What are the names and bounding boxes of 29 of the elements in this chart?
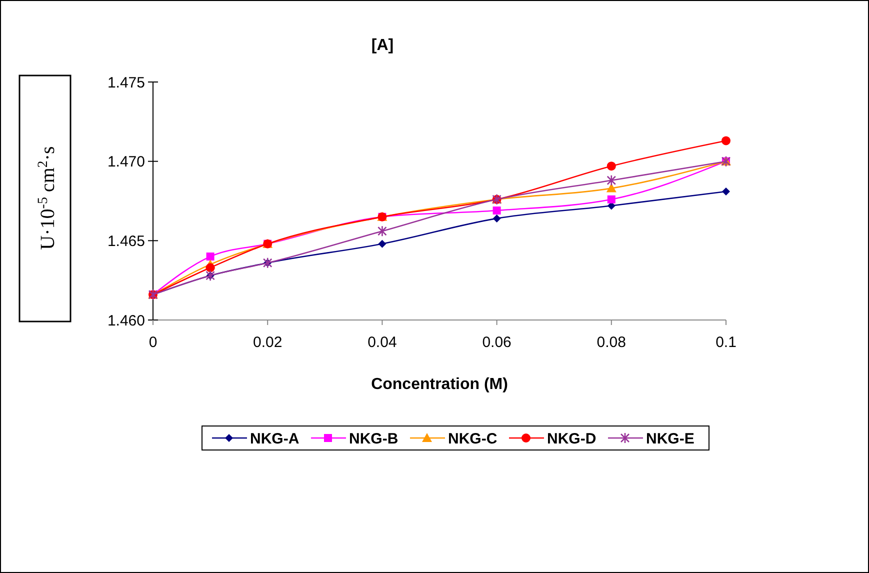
point	[206, 263, 215, 272]
legend-label: NKG-D	[547, 430, 596, 448]
legend-label: NKG-A	[250, 430, 300, 448]
x-tick-label: 0.08	[596, 334, 626, 351]
point	[607, 195, 616, 204]
point	[606, 183, 616, 192]
x-tick-label: 0.1	[716, 334, 736, 351]
point	[378, 240, 386, 248]
y-tick-label: 1.475	[107, 74, 145, 92]
x-tick-label: 0	[148, 334, 158, 351]
point	[206, 252, 214, 261]
x-tick-label: 0.06	[482, 334, 512, 351]
x-tick-label: 0.04	[368, 334, 397, 351]
point	[606, 174, 616, 186]
y-tick-label: 1.460	[107, 312, 145, 330]
x-tick-label: 0.02	[253, 334, 282, 351]
point	[606, 162, 616, 171]
x-axis-title: Concentration (M)	[371, 376, 508, 393]
point	[492, 206, 501, 215]
y-tick-label: 1.465	[107, 232, 145, 250]
point	[492, 214, 501, 222]
chart-title: [A]	[371, 37, 394, 54]
legend-label: NKG-C	[448, 430, 498, 448]
point	[722, 136, 730, 146]
legend-label: NKG-E	[646, 430, 694, 448]
y-tick-label: 1.470	[107, 154, 145, 171]
legend-label: NKG-B	[349, 430, 398, 448]
point	[378, 225, 387, 237]
point	[722, 187, 730, 196]
